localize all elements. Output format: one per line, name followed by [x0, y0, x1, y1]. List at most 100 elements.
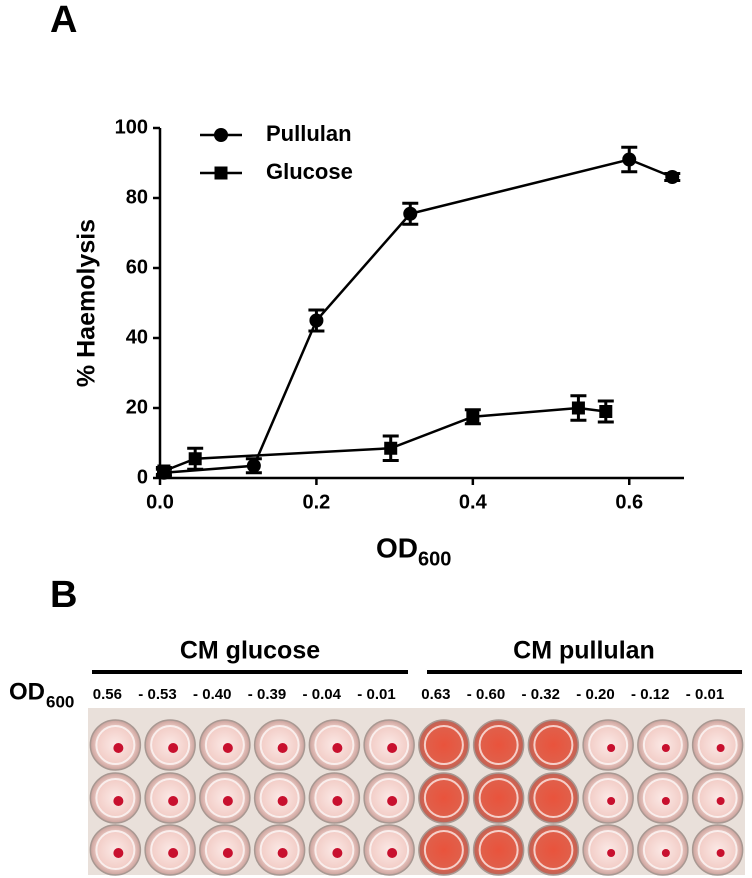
- od-value: 0.56: [93, 686, 122, 703]
- well-rim: [369, 778, 410, 818]
- well: [691, 824, 744, 876]
- well-rim: [150, 778, 191, 818]
- pellet: [387, 743, 398, 753]
- separator: -: [576, 686, 581, 703]
- pellet: [716, 744, 725, 752]
- well: [582, 772, 634, 824]
- pellet: [113, 848, 124, 858]
- well-rim: [478, 778, 519, 818]
- y-tick-label: 80: [126, 186, 148, 208]
- well: [472, 719, 525, 771]
- point: [622, 152, 637, 167]
- well-rim: [642, 725, 683, 765]
- plate-photo: [88, 708, 745, 875]
- od-value: 0.63: [421, 686, 450, 703]
- well-rim: [314, 778, 355, 818]
- point: [403, 206, 418, 221]
- well: [637, 772, 689, 824]
- pellet: [661, 797, 670, 805]
- well: [691, 719, 744, 771]
- x-axis-label-sub: 600: [418, 548, 451, 570]
- pellet: [222, 796, 233, 806]
- point: [157, 464, 171, 478]
- well-rim: [588, 778, 629, 818]
- point: [384, 441, 398, 455]
- separator: -: [467, 686, 472, 703]
- well-rim: [259, 778, 300, 818]
- x-tick-label: 0.6: [615, 491, 643, 513]
- pellet: [168, 796, 179, 806]
- well-rim: [697, 830, 738, 870]
- point: [571, 401, 585, 415]
- well: [527, 719, 580, 771]
- group-label: CM pullulan: [513, 637, 655, 665]
- point: [309, 313, 324, 328]
- pellet: [277, 743, 288, 753]
- legend-label: Pullulan: [266, 121, 352, 146]
- od-value: 0.12: [640, 686, 669, 703]
- pellet: [168, 848, 179, 858]
- pellet: [277, 848, 288, 858]
- separator: -: [631, 686, 636, 703]
- od-label-sub: 600: [46, 692, 74, 711]
- x-tick-label: 0.4: [459, 491, 488, 513]
- x-axis-label: OD: [376, 532, 418, 563]
- well-rim: [314, 830, 355, 870]
- point: [665, 170, 680, 184]
- well-rim: [533, 778, 574, 818]
- point: [246, 458, 261, 473]
- well-rim: [150, 725, 191, 765]
- separator: -: [522, 686, 527, 703]
- x-tick-label: 0.2: [303, 491, 331, 513]
- od-value: 0.04: [312, 686, 342, 703]
- legend-marker: [214, 166, 228, 180]
- well-rim: [369, 725, 410, 765]
- pellet: [716, 797, 725, 805]
- well-rim: [369, 830, 410, 870]
- pellet: [222, 848, 233, 858]
- point: [188, 452, 202, 466]
- well: [418, 719, 470, 771]
- well-rim: [478, 725, 519, 765]
- well: [472, 772, 525, 824]
- pellet: [332, 848, 343, 858]
- well: [527, 824, 580, 876]
- panel-label: A: [50, 0, 77, 41]
- well: [691, 772, 744, 824]
- od-value: 0.01: [695, 686, 724, 703]
- well-rim: [533, 725, 574, 765]
- x-tick-label: 0.0: [146, 491, 174, 513]
- y-tick-label: 100: [115, 116, 148, 138]
- pellet: [661, 849, 670, 857]
- panel-label: B: [50, 574, 77, 616]
- pellet: [277, 796, 288, 806]
- pellet: [387, 796, 398, 806]
- well: [472, 824, 525, 876]
- y-axis-label: % Haemolysis: [73, 219, 101, 387]
- pellet: [113, 796, 124, 806]
- pellet: [332, 796, 343, 806]
- pellet: [607, 849, 616, 857]
- well-rim: [259, 725, 300, 765]
- legend-label: Glucose: [266, 159, 353, 184]
- well-rim: [95, 830, 136, 870]
- separator: -: [248, 686, 253, 703]
- well-rim: [95, 778, 136, 818]
- well: [418, 772, 470, 824]
- pellet: [661, 744, 670, 752]
- pellet: [222, 743, 233, 753]
- separator: -: [138, 686, 143, 703]
- legend-marker: [214, 128, 228, 142]
- separator: -: [357, 686, 362, 703]
- well-rim: [150, 830, 191, 870]
- well-rim: [95, 725, 136, 765]
- od-value: 0.01: [367, 686, 396, 703]
- well-rim: [642, 830, 683, 870]
- pellet: [168, 743, 179, 753]
- well-rim: [697, 778, 738, 818]
- pellet: [607, 744, 616, 752]
- od-value: 0.60: [476, 686, 505, 703]
- well-rim: [204, 725, 245, 765]
- well: [582, 824, 634, 876]
- well-rim: [588, 830, 629, 870]
